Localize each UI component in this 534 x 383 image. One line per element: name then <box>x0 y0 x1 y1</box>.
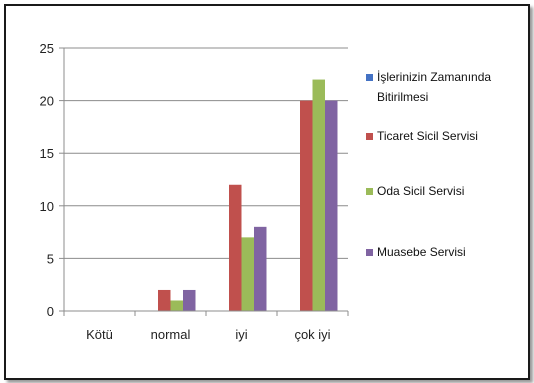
bar <box>325 100 338 311</box>
bar-chart: 0 5 10 15 20 25 Kötü normal iyi çok iyi İşlerini… <box>40 41 492 342</box>
y-tick-labels: 0 5 10 15 20 25 <box>40 41 54 319</box>
bars <box>158 79 338 311</box>
legend-label: Ticaret Sicil Servisi <box>377 129 478 143</box>
bar <box>158 289 171 311</box>
bar <box>183 289 196 311</box>
bar <box>241 237 254 311</box>
legend-label: İşlerinizin Zamanında Bitirilmesi <box>377 70 491 104</box>
legend-swatch <box>366 74 373 81</box>
bar <box>300 100 313 311</box>
y-tick-label: 25 <box>40 41 54 56</box>
legend-swatch <box>366 249 373 256</box>
legend: İşlerinizin Zamanında Bitirilmesi Ticaret … <box>366 70 491 259</box>
y-tick-label: 10 <box>40 199 54 214</box>
chart-frame: 0 5 10 15 20 25 Kötü normal iyi çok iyi İşlerini… <box>4 4 530 380</box>
x-tick-label: normal <box>151 327 191 342</box>
y-tick-label: 0 <box>47 304 54 319</box>
legend-label: Oda Sicil Servisi <box>377 184 464 198</box>
legend-swatch <box>366 133 373 140</box>
y-tick-label: 20 <box>40 94 54 109</box>
legend-label: Muasebe Servisi <box>377 245 466 259</box>
bar <box>254 226 267 311</box>
x-tick-label: iyi <box>235 327 247 342</box>
bar <box>229 184 242 311</box>
axes <box>59 47 349 316</box>
x-tick-labels: Kötü normal iyi çok iyi <box>86 327 331 342</box>
y-tick-label: 15 <box>40 146 54 161</box>
x-tick-label: çok iyi <box>294 327 330 342</box>
x-tick-label: Kötü <box>86 327 113 342</box>
legend-swatch <box>366 188 373 195</box>
y-tick-label: 5 <box>47 251 54 266</box>
bar <box>312 79 325 311</box>
bar <box>170 300 183 311</box>
